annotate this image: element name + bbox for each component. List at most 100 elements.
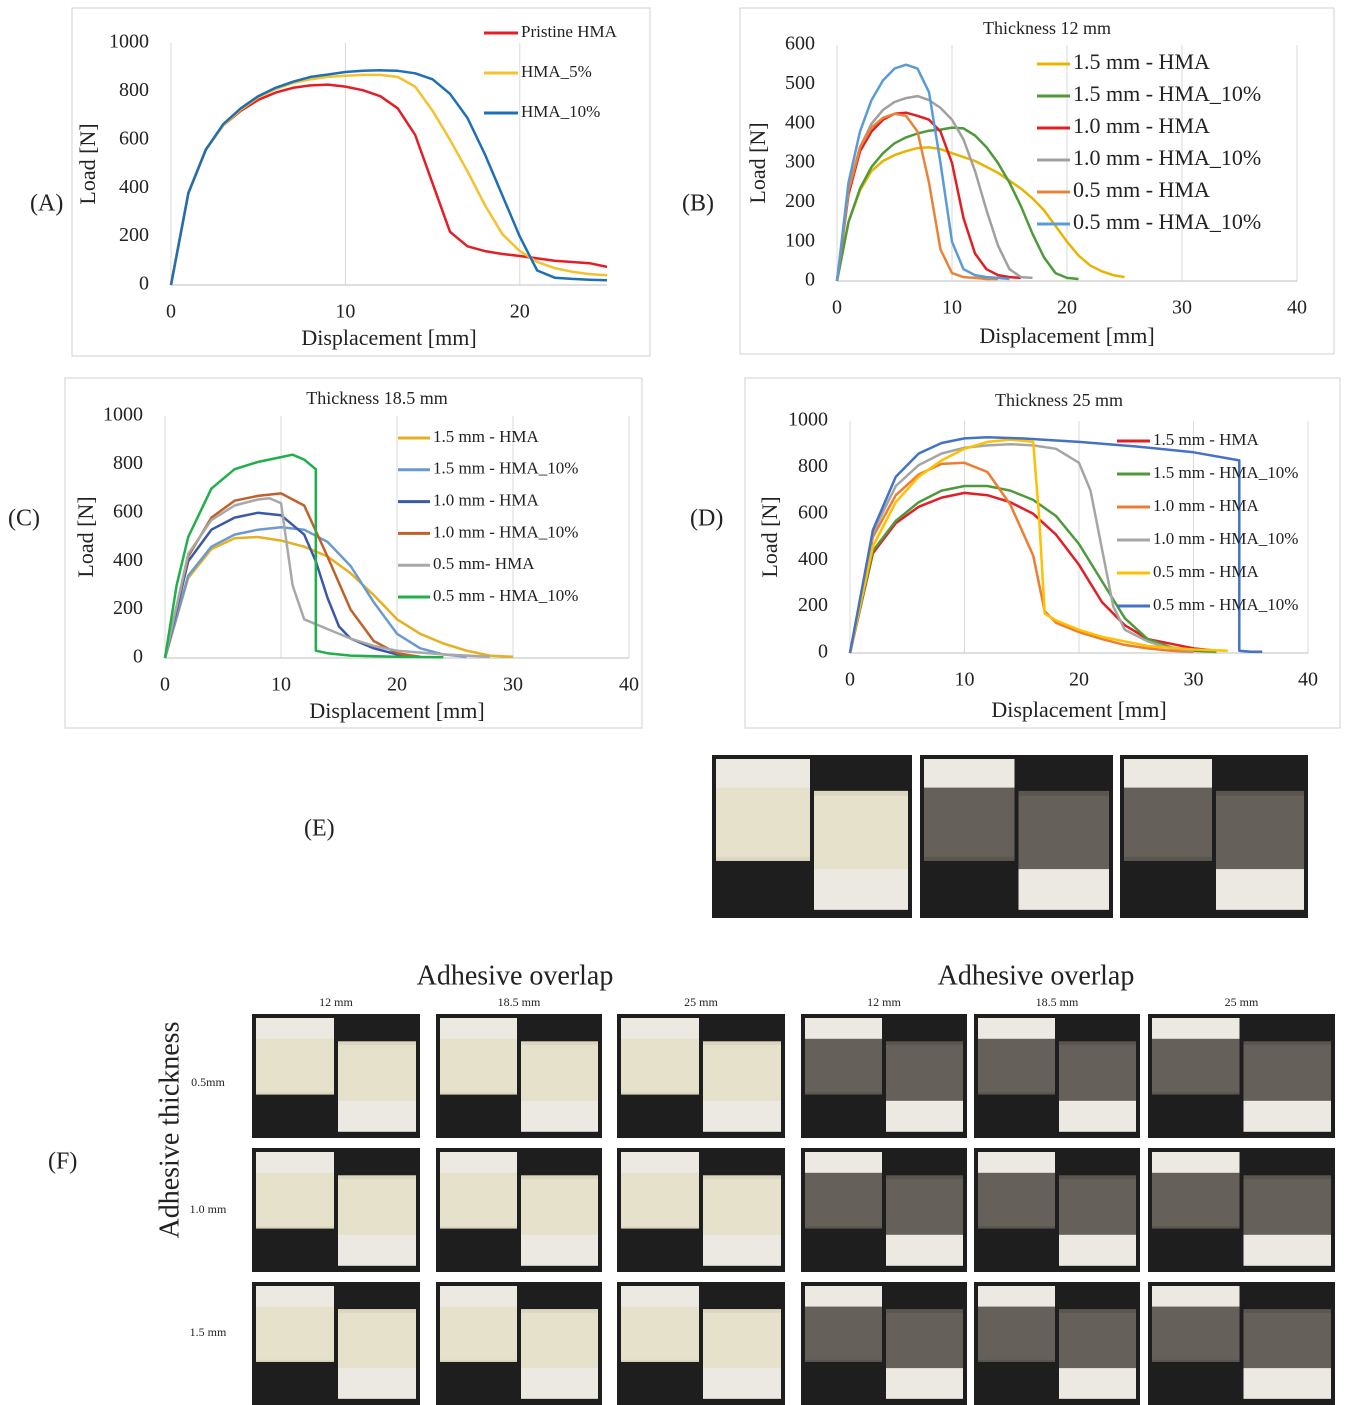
- legend-label: 1.0 mm - HMA: [1153, 496, 1260, 515]
- legend-label: 0.5 mm - HMA: [1153, 562, 1260, 581]
- data-line: [848, 438, 1228, 654]
- y-tick-label: 0: [139, 273, 149, 295]
- x-tick-label: 10: [955, 669, 975, 691]
- legend-label: 1.5 mm - HMA: [1153, 430, 1260, 449]
- legend-label: HMA_5%: [521, 62, 592, 81]
- adhesive: [716, 787, 810, 861]
- adhesive: [805, 1038, 882, 1095]
- y-tick-label: 200: [785, 190, 815, 212]
- adhesive: [521, 1309, 598, 1369]
- panel-label: (F): [48, 1149, 77, 1175]
- column-label: 12 mm: [319, 995, 353, 1009]
- data-line: [163, 511, 421, 659]
- x-tick-label: 20: [1069, 669, 1089, 691]
- adhesive: [1243, 1309, 1331, 1369]
- adhesive: [805, 1306, 882, 1362]
- legend-label: 1.0 mm - HMA_10%: [1073, 145, 1261, 170]
- x-tick-label: 40: [619, 674, 639, 696]
- data-line: [163, 497, 490, 659]
- x-tick-label: 10: [942, 297, 962, 319]
- y-tick-label: 1000: [788, 409, 828, 431]
- y-tick-label: 1000: [103, 404, 143, 426]
- column-label: 12 mm: [867, 995, 901, 1009]
- y-axis-label: Load [N]: [73, 496, 98, 577]
- panel-label: (D): [690, 506, 723, 532]
- adhesive: [1059, 1175, 1136, 1235]
- x-tick-label: 0: [845, 669, 855, 691]
- y-tick-label: 400: [119, 176, 149, 198]
- adhesive: [621, 1172, 699, 1229]
- y-tick-label: 200: [113, 597, 143, 619]
- x-axis-label: Displacement [mm]: [991, 697, 1166, 722]
- y-tick-label: 100: [785, 229, 815, 251]
- data-line: [835, 112, 998, 282]
- x-tick-label: 0: [832, 297, 842, 319]
- legend-label: 1.0 mm - HMA: [1073, 113, 1210, 138]
- adhesive: [1059, 1309, 1136, 1369]
- data-line: [848, 442, 1194, 654]
- adhesive: [1152, 1306, 1240, 1362]
- legend-label: 1.0 mm - HMA_10%: [433, 522, 578, 541]
- adhesive: [440, 1038, 517, 1095]
- column-label: 25 mm: [1225, 995, 1259, 1009]
- y-tick-label: 800: [113, 452, 143, 474]
- panel-label: (E): [304, 816, 335, 842]
- chart-frame: [71, 7, 651, 357]
- x-tick-label: 30: [503, 674, 523, 696]
- data-line: [848, 435, 1263, 654]
- adhesive: [1152, 1038, 1240, 1095]
- row-title: Adhesive thickness: [154, 1022, 185, 1239]
- data-line: [848, 461, 1194, 654]
- x-tick-label: 30: [1184, 669, 1204, 691]
- data-line: [163, 535, 514, 659]
- y-tick-label: 0: [133, 646, 143, 668]
- x-tick-label: 10: [271, 674, 291, 696]
- legend-label: 0.5 mm - HMA_10%: [433, 586, 578, 605]
- adhesive: [1243, 1175, 1331, 1235]
- x-axis-label: Displacement [mm]: [979, 323, 1154, 348]
- column-label: 25 mm: [684, 995, 718, 1009]
- column-label: 18.5 mm: [1036, 995, 1079, 1009]
- adhesive: [1243, 1041, 1331, 1101]
- adhesive: [440, 1172, 517, 1229]
- x-tick-label: 10: [335, 301, 355, 323]
- adhesive: [978, 1038, 1055, 1095]
- data-line: [163, 492, 421, 659]
- adhesive: [703, 1309, 781, 1369]
- legend-label: 0.5 mm - HMA: [1073, 177, 1210, 202]
- adhesive: [1124, 787, 1212, 861]
- data-line: [835, 111, 1022, 282]
- y-tick-label: 400: [785, 111, 815, 133]
- adhesive: [1059, 1041, 1136, 1101]
- adhesive: [978, 1306, 1055, 1362]
- legend-label: 1.5 mm - HMA: [1073, 49, 1210, 74]
- adhesive: [256, 1038, 334, 1095]
- legend-label: 1.0 mm - HMA_10%: [1153, 529, 1298, 548]
- legend-label: 1.5 mm - HMA_10%: [1153, 463, 1298, 482]
- legend-label: 1.5 mm - HMA: [433, 427, 540, 446]
- y-tick-label: 600: [113, 500, 143, 522]
- y-tick-label: 800: [119, 79, 149, 101]
- panel-label: (B): [682, 191, 714, 217]
- row-label: 1.0 mm: [190, 1202, 227, 1216]
- adhesive: [338, 1309, 416, 1369]
- adhesive: [338, 1041, 416, 1101]
- adhesive: [886, 1041, 963, 1101]
- y-tick-label: 600: [119, 127, 149, 149]
- y-tick-label: 400: [798, 548, 828, 570]
- chart-frame: [739, 7, 1335, 355]
- column-label: 18.5 mm: [498, 995, 541, 1009]
- adhesive: [703, 1175, 781, 1235]
- legend-label: 0.5 mm- HMA: [433, 554, 535, 573]
- data-line: [848, 484, 1217, 654]
- row-label: 0.5mm: [191, 1075, 225, 1089]
- y-tick-label: 1000: [109, 31, 149, 53]
- adhesive: [256, 1172, 334, 1229]
- x-tick-label: 40: [1287, 297, 1307, 319]
- y-tick-label: 300: [785, 151, 815, 173]
- x-tick-label: 20: [510, 301, 530, 323]
- adhesive: [521, 1041, 598, 1101]
- chart-frame: [744, 377, 1341, 729]
- legend-label: 0.5 mm - HMA_10%: [1153, 595, 1298, 614]
- adhesive: [621, 1038, 699, 1095]
